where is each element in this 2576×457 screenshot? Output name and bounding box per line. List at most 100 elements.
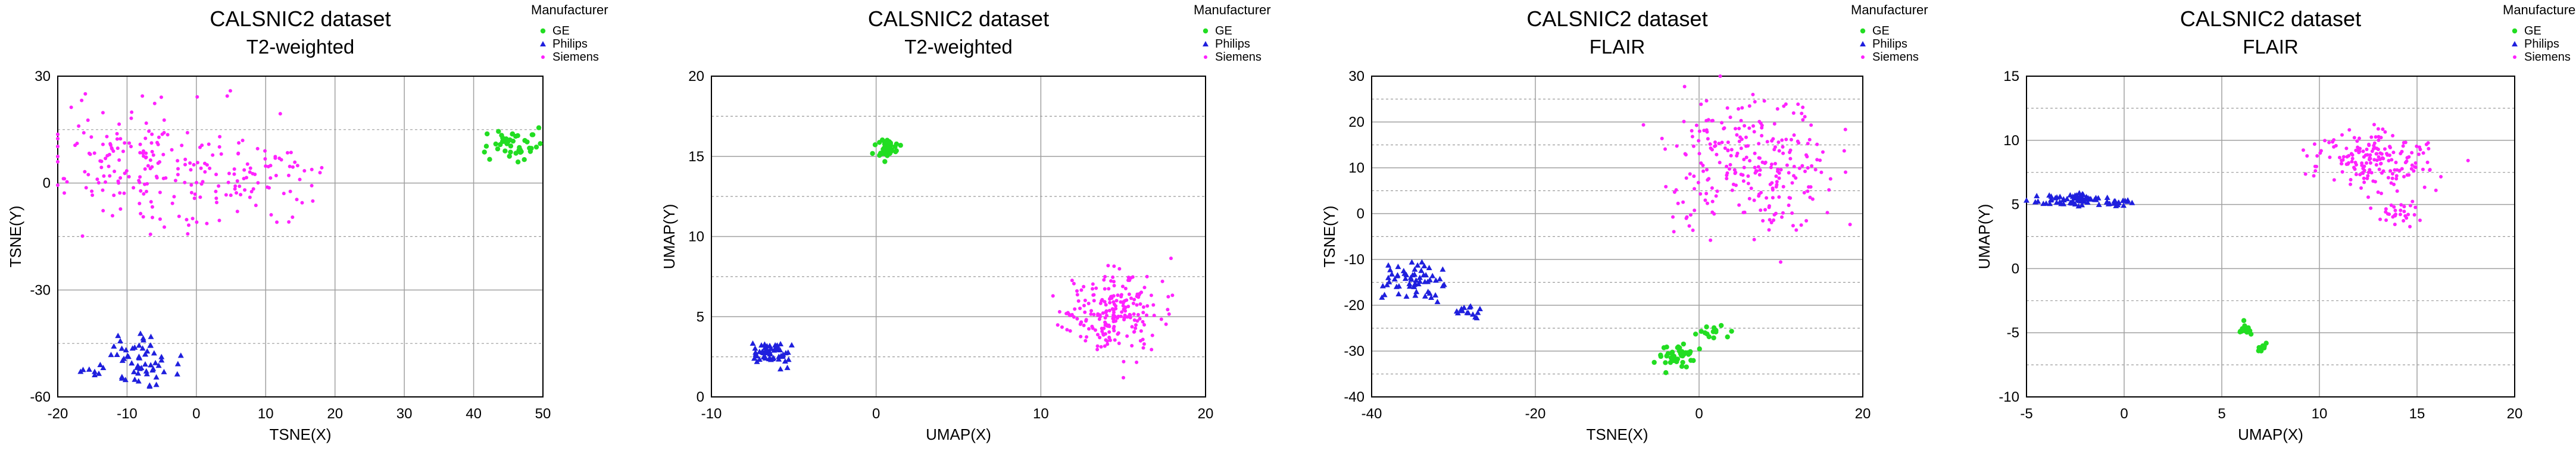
data-point bbox=[1761, 218, 1765, 223]
data-point bbox=[155, 362, 162, 368]
data-point bbox=[2043, 200, 2050, 206]
data-point bbox=[1402, 276, 1409, 281]
data-point bbox=[101, 188, 105, 192]
data-point bbox=[139, 189, 143, 193]
data-point bbox=[1476, 306, 1483, 312]
data-point bbox=[1773, 161, 1777, 165]
y-tick-label: -30 bbox=[30, 282, 51, 298]
data-point bbox=[195, 95, 199, 99]
data-point bbox=[263, 156, 267, 161]
data-point bbox=[2349, 178, 2353, 182]
data-point bbox=[144, 348, 151, 354]
data-point bbox=[1753, 99, 1757, 104]
data-point bbox=[80, 367, 86, 373]
data-point bbox=[1152, 314, 1156, 318]
data-point bbox=[2378, 217, 2383, 221]
data-point bbox=[150, 132, 154, 136]
data-point bbox=[1125, 315, 1129, 319]
data-point bbox=[1083, 298, 1087, 302]
data-point bbox=[1774, 174, 1778, 179]
data-point bbox=[2237, 328, 2243, 334]
data-point bbox=[507, 154, 512, 159]
data-point bbox=[1136, 312, 1140, 317]
data-point bbox=[84, 186, 88, 190]
x-tick-label: 10 bbox=[1033, 406, 1049, 422]
legend-marker bbox=[1860, 28, 1866, 34]
data-point bbox=[134, 364, 140, 370]
data-point bbox=[754, 353, 760, 359]
data-point bbox=[2397, 168, 2402, 173]
data-point bbox=[2341, 155, 2346, 159]
data-point bbox=[1757, 173, 1762, 177]
data-point bbox=[2377, 138, 2381, 142]
data-point bbox=[236, 151, 241, 155]
data-point bbox=[205, 163, 209, 167]
data-point bbox=[1753, 151, 1757, 155]
data-point bbox=[1150, 333, 1154, 337]
data-point bbox=[2035, 198, 2041, 204]
data-point bbox=[302, 168, 307, 173]
data-point bbox=[1422, 293, 1428, 299]
data-point bbox=[1771, 196, 1775, 200]
data-point bbox=[1698, 328, 1704, 334]
data-point bbox=[1747, 196, 1751, 201]
data-point bbox=[1706, 118, 1710, 122]
data-point bbox=[1403, 293, 1410, 299]
data-point bbox=[129, 360, 135, 366]
data-point bbox=[121, 355, 127, 361]
data-point bbox=[92, 151, 96, 155]
data-point bbox=[1740, 137, 1744, 141]
data-point bbox=[1078, 306, 1082, 311]
data-point bbox=[1725, 164, 1729, 168]
data-point bbox=[1111, 308, 1116, 312]
data-point bbox=[763, 346, 770, 352]
data-point bbox=[320, 165, 324, 170]
data-point bbox=[1704, 192, 1709, 196]
data-point bbox=[1725, 176, 1729, 180]
data-point bbox=[2439, 175, 2443, 179]
data-point bbox=[137, 330, 143, 336]
data-point bbox=[1806, 166, 1810, 170]
data-point bbox=[1411, 283, 1417, 289]
data-point bbox=[2084, 199, 2091, 205]
data-point bbox=[2434, 188, 2438, 192]
data-point bbox=[754, 358, 760, 364]
x-axis-label: TSNE(X) bbox=[1587, 425, 1648, 443]
data-point bbox=[2421, 151, 2425, 155]
data-point bbox=[245, 162, 249, 166]
data-point bbox=[77, 124, 81, 128]
legend-label: Siemens bbox=[552, 51, 599, 64]
data-point bbox=[1684, 216, 1688, 220]
data-point bbox=[248, 170, 252, 174]
data-point bbox=[1091, 293, 1095, 297]
data-point bbox=[2376, 127, 2380, 131]
data-point bbox=[2077, 194, 2083, 200]
x-tick-label: -20 bbox=[1525, 406, 1546, 422]
data-point bbox=[1799, 223, 1803, 227]
data-point bbox=[524, 139, 530, 145]
data-point bbox=[138, 365, 145, 371]
data-point bbox=[2078, 198, 2085, 204]
data-point bbox=[1111, 280, 1116, 284]
data-point bbox=[148, 232, 152, 236]
data-point bbox=[1083, 310, 1087, 314]
data-point bbox=[170, 201, 174, 205]
x-tick-label: 20 bbox=[1855, 406, 1871, 422]
data-point bbox=[1775, 183, 1779, 187]
data-point bbox=[1842, 149, 1846, 153]
data-point bbox=[2398, 212, 2402, 217]
x-tick-label: 0 bbox=[1695, 406, 1703, 422]
legend-label: Philips bbox=[2524, 37, 2559, 51]
data-point bbox=[2350, 156, 2355, 161]
data-point bbox=[136, 353, 142, 359]
data-point bbox=[2248, 331, 2254, 337]
data-point bbox=[2350, 159, 2354, 164]
data-point bbox=[132, 376, 138, 382]
data-point bbox=[2129, 199, 2135, 205]
data-point bbox=[1737, 203, 1741, 207]
data-point bbox=[138, 151, 142, 155]
data-point bbox=[107, 164, 111, 168]
data-point bbox=[242, 168, 246, 172]
data-point bbox=[1413, 289, 1420, 295]
